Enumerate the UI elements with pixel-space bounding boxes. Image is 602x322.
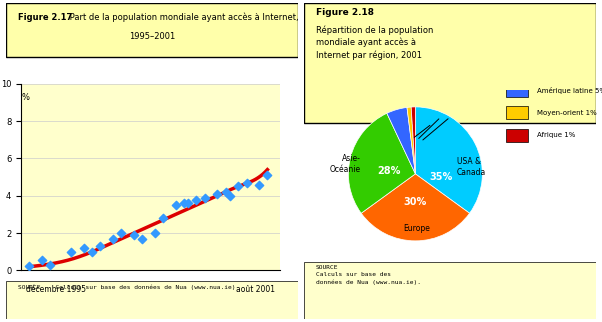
Point [234,184,243,189]
Text: août 2001: août 2001 [236,285,275,294]
Point [87,249,97,254]
Point [37,258,47,263]
Bar [506,129,529,142]
Text: Figure 2.17: Figure 2.17 [17,13,72,22]
Point [96,244,105,249]
Text: 35%: 35% [429,172,453,182]
Text: %: % [22,93,30,102]
Point [254,182,264,187]
Point [46,262,55,268]
Point [108,236,118,241]
Wedge shape [407,107,415,174]
Text: 30%: 30% [404,197,427,207]
Point [158,216,168,221]
Bar [304,3,596,123]
Text: décembre 1995: décembre 1995 [26,285,86,294]
Point [242,180,252,185]
Bar [506,106,529,119]
Point [183,201,193,206]
Bar [304,262,596,319]
Text: 28%: 28% [377,166,400,175]
Point [221,189,231,194]
Text: Moyen-orient 1%: Moyen-orient 1% [537,110,597,116]
Text: Part de la population mondiale ayant accès à Internet,: Part de la population mondiale ayant acc… [67,13,299,22]
Point [171,203,181,208]
Point [200,195,209,200]
Point [79,245,88,251]
Point [262,173,272,178]
Bar [506,84,529,97]
Point [150,231,160,236]
Point [66,249,76,254]
Text: Europe: Europe [403,224,430,233]
Text: SOURCE
Calculs sur base des
données de Nua (www.nua.ie).: SOURCE Calculs sur base des données de N… [315,265,421,285]
Wedge shape [361,174,470,241]
Text: Amérique latine 5%: Amérique latine 5% [537,87,602,94]
Point [191,197,201,202]
Text: Afrique 1%: Afrique 1% [537,132,576,138]
Wedge shape [349,113,415,213]
Wedge shape [415,107,482,213]
Text: Figure 2.18: Figure 2.18 [315,8,374,17]
Text: USA &
Canada: USA & Canada [457,157,486,177]
Bar [6,281,298,319]
Wedge shape [387,108,415,174]
Point [179,201,188,206]
Point [25,263,34,269]
Text: Asie-
Océanie: Asie- Océanie [329,154,361,174]
Text: Répartition de la population
mondiale ayant accès à
Internet par région, 2001: Répartition de la population mondiale ay… [315,25,433,60]
Bar [6,3,298,57]
Wedge shape [411,107,415,174]
Point [137,236,147,241]
Point [213,191,222,196]
Text: 1995–2001: 1995–2001 [129,32,175,41]
Text: SOURCE    Calculs sur base des données de Nua (www.nua.ie): SOURCE Calculs sur base des données de N… [17,284,235,289]
Point [225,193,235,198]
Point [116,231,126,236]
Point [129,232,138,238]
